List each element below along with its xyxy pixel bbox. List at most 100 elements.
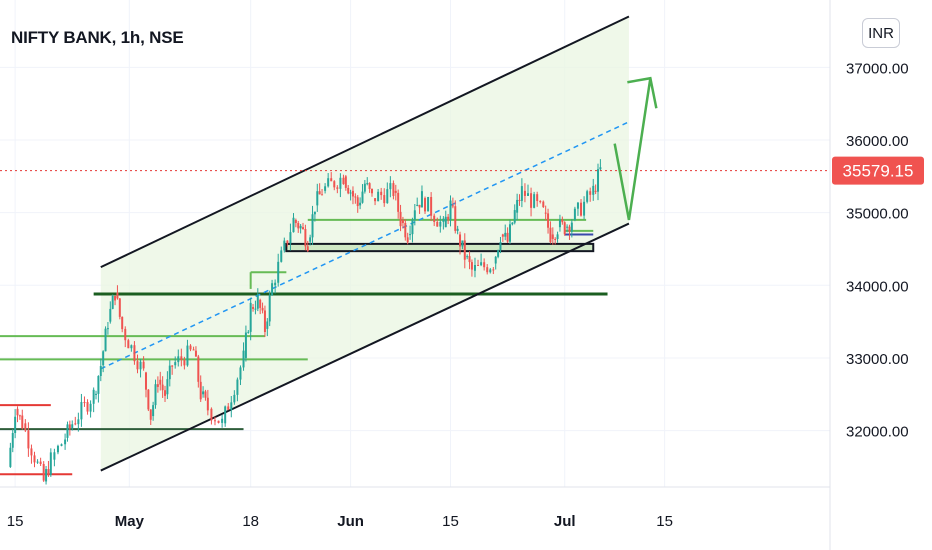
candle-body (413, 210, 416, 220)
candle-body (247, 331, 250, 333)
candle-body (174, 362, 177, 366)
candle-body (266, 321, 269, 329)
candle-body (523, 190, 526, 196)
candle-body (83, 402, 86, 404)
candle-body (363, 183, 366, 192)
candle-body (286, 240, 289, 244)
candle-body (130, 345, 133, 349)
candle-body (371, 188, 373, 194)
candle-body (66, 424, 69, 438)
candle-body (268, 295, 271, 322)
candle-body (599, 167, 602, 170)
candle-body (449, 200, 452, 220)
candle-body (383, 195, 386, 204)
candle-body (283, 240, 286, 251)
candle-body (563, 222, 566, 235)
candle-body (292, 217, 295, 233)
support-zone-box (285, 242, 595, 253)
candle-body (368, 183, 371, 189)
candle-body (206, 397, 209, 411)
candle-body (558, 219, 561, 228)
candle-body (568, 226, 571, 232)
candle-body (436, 221, 439, 227)
candle-body (274, 282, 277, 286)
candle-body (456, 228, 459, 231)
candle-body (589, 191, 592, 195)
last-price-tag-bg (832, 156, 924, 185)
candle-body (580, 202, 583, 216)
candle-body (380, 191, 383, 196)
candle-body (114, 296, 117, 301)
candle-body (149, 409, 152, 420)
candle-body (302, 227, 305, 229)
candle-body (133, 345, 136, 362)
candle-body (68, 424, 71, 429)
candle-body (95, 393, 98, 395)
candle-body (404, 223, 407, 238)
candle-body (554, 238, 557, 240)
candle-body (21, 415, 24, 429)
candle-body (261, 307, 264, 311)
candle-body (9, 447, 12, 467)
candle-body (473, 265, 476, 271)
candle-body (424, 198, 427, 212)
candle-body (339, 177, 342, 189)
candle-body (501, 234, 504, 237)
x-tick-label: 18 (242, 513, 259, 530)
candle-body (183, 360, 186, 366)
last-price-value: 35579.15 (843, 162, 914, 181)
candle-body (86, 402, 89, 412)
candle-body (102, 351, 105, 366)
candle-body (489, 269, 492, 273)
candle-body (518, 199, 521, 201)
candle-body (520, 186, 523, 201)
candle-body (192, 349, 195, 351)
candle-body (477, 265, 480, 267)
candle-body (168, 365, 171, 380)
candle-body (392, 183, 395, 196)
candle-body (30, 448, 33, 456)
candle-body (144, 372, 147, 390)
candle-body (506, 232, 509, 242)
candle-body (442, 218, 445, 222)
candle-body (127, 340, 130, 349)
candle-body (547, 213, 550, 228)
candle-body (304, 228, 307, 247)
candle-body (504, 232, 507, 237)
candle-body (430, 197, 433, 216)
candles (9, 159, 602, 485)
candle-body (411, 219, 414, 235)
candle-body (366, 183, 369, 185)
candle-body (164, 390, 167, 396)
candle-body (199, 381, 202, 400)
candle-body (359, 202, 362, 206)
candle-body (39, 461, 42, 464)
candle-body (189, 345, 192, 350)
candle-body (406, 237, 409, 243)
candle-body (576, 202, 579, 209)
candle-body (297, 223, 300, 229)
channel-midline (100, 121, 630, 370)
currency-button[interactable]: INR (862, 18, 900, 48)
candle-body (420, 191, 423, 208)
candle-body (177, 356, 180, 363)
candle-body (597, 169, 600, 192)
candle-body (294, 219, 297, 224)
candle-body (60, 444, 63, 446)
candle-body (99, 366, 102, 377)
candle-body (256, 294, 259, 309)
candle-body (401, 219, 404, 224)
candle-body (354, 196, 357, 198)
candle-body (239, 367, 242, 380)
candle-body (221, 418, 224, 423)
x-tick-label: Jul (554, 513, 576, 530)
candle-body (152, 405, 155, 417)
candle-body (492, 269, 495, 271)
candle-body (244, 332, 247, 358)
candle-body (118, 298, 121, 317)
x-tick-label: 15 (7, 513, 24, 530)
candle-body (64, 439, 67, 445)
candle-body (486, 267, 489, 273)
candle-body (213, 420, 216, 422)
